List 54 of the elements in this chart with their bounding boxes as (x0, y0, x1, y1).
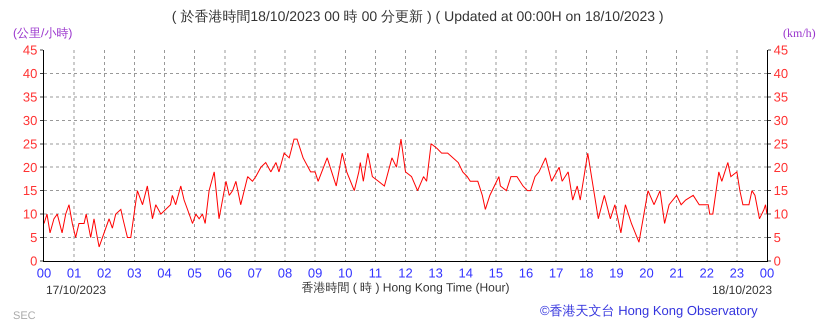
y2-tick-label: 20 (774, 160, 788, 175)
y2-tick-label: 30 (774, 112, 788, 128)
line-series (44, 138, 767, 248)
x-tick-label: 14 (458, 266, 473, 281)
y-tick-label: 20 (22, 160, 38, 175)
text: 18/10/2023 (712, 283, 772, 297)
x-tick-label: 16 (518, 266, 534, 281)
x-tick-label: 15 (488, 266, 504, 281)
y-axis-title: (公里/小時) (13, 26, 72, 40)
x-tick-label: 19 (609, 266, 624, 281)
y2-tick-label: 5 (774, 230, 781, 246)
y-tick-label: 0 (30, 254, 38, 269)
text: SEC (13, 310, 36, 322)
x-tick-label: 02 (97, 266, 112, 281)
x-tick-label: 09 (308, 266, 322, 281)
y-tick-label: 40 (22, 66, 38, 81)
x-axis-title: 香港時間 ( 時 ) Hong Kong Time (Hour) (301, 280, 510, 295)
y-tick-label: 45 (22, 42, 38, 58)
chart-title: ( 於香港時間18/10/2023 00 時 00 分更新 ) ( Updated at 00:00H on 18/10/2023 ) (172, 8, 664, 24)
x-tick-label: 13 (428, 266, 443, 281)
y-tick-label: 35 (22, 89, 38, 104)
y-tick-label: 30 (22, 112, 38, 128)
y2-tick-label: 45 (774, 42, 788, 58)
x-tick-label: 00 (760, 266, 774, 281)
x-tick-label: 08 (278, 266, 292, 281)
x-tick-label: 21 (669, 266, 684, 281)
y-tick-label: 15 (22, 183, 38, 198)
text: ©香港天文台 Hong Kong Observatory (540, 303, 758, 318)
y2-tick-label: 40 (774, 66, 788, 81)
x-tick-label: 04 (157, 266, 172, 281)
y2-tick-label: 10 (774, 206, 788, 222)
x-tick-label: 03 (127, 266, 142, 281)
x-tick-label: 01 (66, 266, 82, 281)
x-tick-label: 20 (639, 266, 654, 281)
x-tick-label: 05 (187, 266, 202, 281)
y2-tick-label: 15 (774, 183, 788, 198)
y-tick-label: 25 (22, 136, 38, 152)
x-tick-label: 17 (548, 266, 564, 281)
x-tick-label: 11 (368, 266, 382, 281)
x-tick-label: 10 (338, 266, 352, 281)
y2-axis-title: (km/h) (783, 26, 816, 40)
y-tick-label: 5 (30, 230, 38, 246)
text: 17/10/2023 (46, 283, 106, 297)
y2-tick-label: 35 (774, 89, 788, 104)
x-tick-label: 07 (248, 266, 262, 281)
x-tick-label: 23 (730, 266, 744, 281)
y2-tick-label: 0 (774, 254, 781, 269)
x-tick-label: 18 (579, 266, 594, 281)
x-tick-label: 00 (36, 266, 52, 281)
x-tick-label: 22 (700, 266, 714, 281)
x-tick-label: 12 (398, 266, 413, 281)
y-tick-label: 10 (22, 206, 38, 222)
y2-tick-label: 25 (774, 136, 788, 152)
x-tick-label: 06 (218, 266, 232, 281)
